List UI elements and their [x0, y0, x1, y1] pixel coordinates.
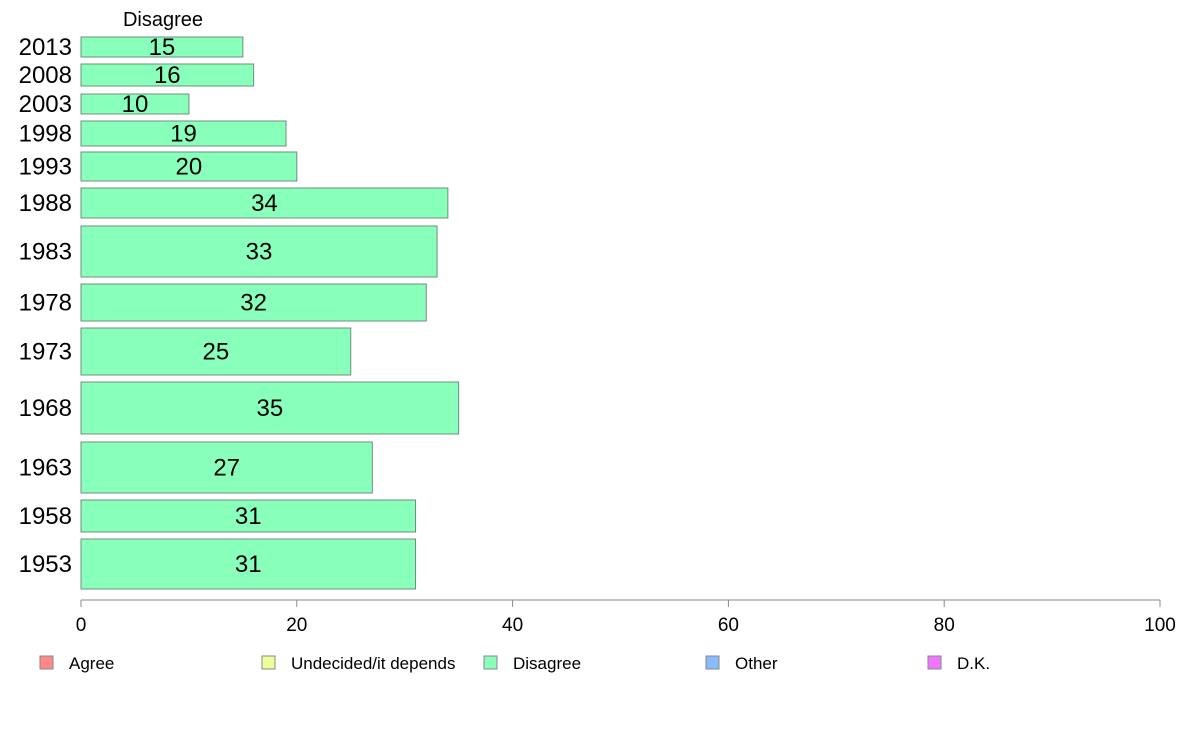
- bar: [80, 327, 352, 376]
- legend-label: Disagree: [513, 654, 581, 673]
- bar-value-label: 19: [170, 121, 197, 148]
- bar: [80, 441, 373, 494]
- bar-row: 2003 10: [19, 91, 190, 118]
- legend-label: Other: [735, 654, 778, 673]
- bar-row: 1978 32: [19, 283, 427, 322]
- bar-value-label: 20: [176, 154, 203, 181]
- x-tick-label: 80: [934, 615, 955, 636]
- category-label: 2008: [19, 62, 72, 89]
- bar-row: 1988 34: [19, 187, 449, 219]
- category-label: 1988: [19, 190, 72, 217]
- bar: [80, 36, 244, 58]
- bar-value-label: 16: [154, 62, 181, 89]
- bar: [80, 120, 287, 147]
- x-axis: 0 20 40 60 80 100: [76, 599, 1176, 636]
- category-label: 1968: [19, 395, 72, 422]
- legend-item: Other: [705, 654, 778, 673]
- panel-title: Disagree: [123, 9, 203, 31]
- category-label: 1953: [19, 551, 72, 578]
- legend-label: Undecided/it depends: [291, 654, 455, 673]
- bar-value-label: 15: [149, 34, 176, 61]
- category-label: 2003: [19, 91, 72, 118]
- legend-swatch: [927, 655, 942, 670]
- x-tick-label: 20: [286, 615, 307, 636]
- category-label: 1978: [19, 290, 72, 317]
- category-label: 1993: [19, 154, 72, 181]
- legend-item: Agree: [39, 654, 114, 673]
- category-label: 1958: [19, 503, 72, 530]
- bar: [80, 499, 416, 533]
- bar-value-label: 27: [213, 455, 240, 482]
- bar-value-label: 34: [251, 190, 278, 217]
- legend-swatch: [261, 655, 276, 670]
- bar-row: 2008 16: [19, 62, 255, 89]
- bar-row: 1998 19: [19, 120, 287, 148]
- bars-group: 2013 15 2008 16 2003 10 1998 19 1993 20 1988 34 1983…: [19, 34, 460, 590]
- legend-item: Undecided/it depends: [261, 654, 455, 673]
- bar-value-label: 31: [235, 503, 262, 530]
- bar-row: 1983 33: [19, 225, 438, 278]
- legend-label: D.K.: [957, 654, 990, 673]
- bar: [80, 63, 255, 87]
- bar-value-label: 33: [246, 239, 273, 266]
- bar: [80, 151, 298, 182]
- category-label: 1963: [19, 455, 72, 482]
- category-label: 1983: [19, 239, 72, 266]
- legend: Agree Undecided/it depends Disagree Other D.…: [39, 654, 990, 673]
- x-tick-label: 60: [718, 615, 739, 636]
- legend-swatch: [39, 655, 54, 670]
- category-label: 2013: [19, 34, 72, 61]
- legend-swatch: [483, 655, 498, 670]
- category-label: 1998: [19, 121, 72, 148]
- bar: [80, 283, 427, 322]
- category-label: 1973: [19, 339, 72, 366]
- legend-item: Disagree: [483, 654, 581, 673]
- bar-value-label: 35: [256, 395, 283, 422]
- bar-row: 1993 20: [19, 151, 298, 182]
- x-tick-label: 100: [1144, 615, 1176, 636]
- legend-item: D.K.: [927, 654, 990, 673]
- bar-value-label: 25: [203, 339, 230, 366]
- bar-row: 1968 35: [19, 381, 460, 435]
- bar: [80, 538, 416, 590]
- bar-value-label: 31: [235, 551, 262, 578]
- legend-swatch: [705, 655, 720, 670]
- bar-row: 1963 27: [19, 441, 373, 494]
- x-tick-label: 40: [502, 615, 523, 636]
- bar: [80, 225, 438, 278]
- bar: [80, 187, 449, 219]
- bar-row: 1973 25: [19, 327, 352, 376]
- bar-row: 2013 15: [19, 34, 244, 61]
- bar-row: 1958 31: [19, 499, 416, 533]
- bar: [80, 381, 460, 435]
- x-tick-label: 0: [76, 615, 87, 636]
- bar-value-label: 32: [240, 290, 267, 317]
- bar-value-label: 10: [122, 91, 149, 118]
- bar: [80, 93, 190, 115]
- bar-row: 1953 31: [19, 538, 416, 590]
- legend-label: Agree: [69, 654, 114, 673]
